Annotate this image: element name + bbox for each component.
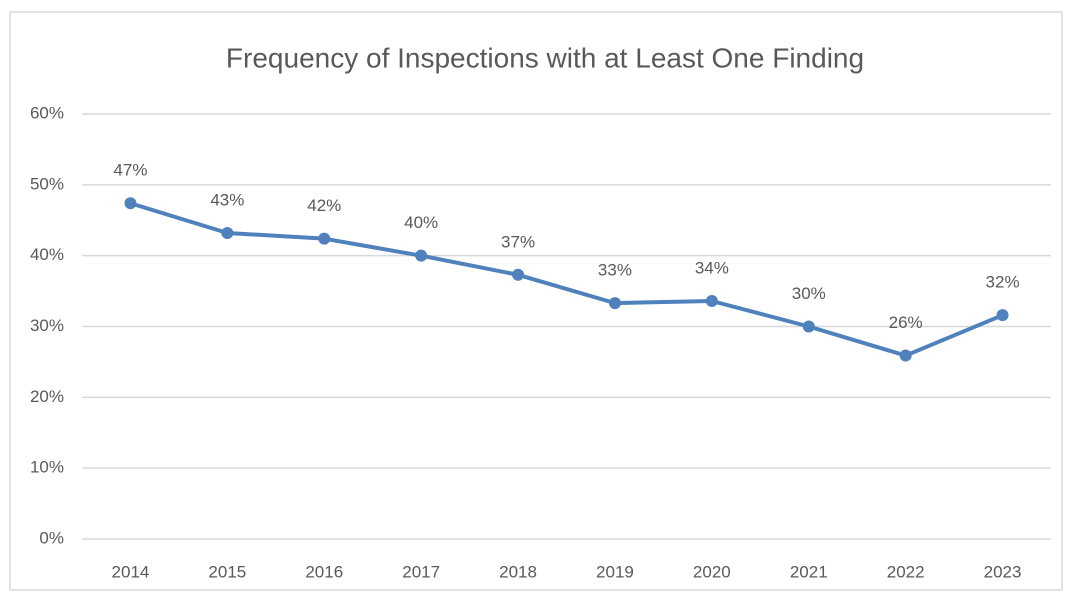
data-label: 40%: [404, 213, 438, 232]
x-tick-label: 2016: [305, 562, 343, 581]
x-tick-label: 2023: [984, 562, 1022, 581]
data-label: 43%: [210, 190, 244, 209]
x-tick-label: 2021: [790, 562, 828, 581]
y-tick-label: 30%: [30, 316, 64, 335]
x-tick-label: 2014: [112, 562, 150, 581]
y-tick-label: 60%: [30, 103, 64, 122]
chart-frame: [9, 11, 1063, 591]
x-tick-label: 2020: [693, 562, 731, 581]
point: [124, 197, 137, 210]
x-tick-label: 2015: [208, 562, 246, 581]
y-tick-label: 0%: [39, 528, 64, 547]
data-label: 34%: [695, 258, 729, 277]
point: [899, 349, 912, 362]
line: [129, 201, 1004, 358]
data-label: 26%: [889, 313, 923, 332]
y-tick-label: 40%: [30, 245, 64, 264]
data-label: 42%: [307, 196, 341, 215]
data-label: 47%: [113, 161, 147, 180]
data-label: 30%: [792, 284, 826, 303]
y-tick-label: 20%: [30, 387, 64, 406]
point: [705, 295, 718, 307]
x-tick-label: 2018: [499, 562, 537, 581]
chart-title: Frequency of Inspections with at Least O…: [226, 42, 864, 73]
data-label: 33%: [598, 261, 632, 280]
point: [221, 227, 234, 239]
point: [318, 232, 331, 245]
data-label: 32%: [986, 273, 1020, 292]
x-tick-label: 2019: [596, 562, 634, 581]
point: [802, 320, 815, 333]
x-tick-label: 2022: [887, 562, 925, 581]
x-tick-label: 2017: [402, 562, 440, 581]
point: [415, 249, 428, 262]
point: [608, 297, 621, 310]
data-label: 37%: [501, 232, 535, 251]
point: [512, 268, 525, 281]
y-tick-label: 10%: [30, 458, 64, 477]
y-tick-label: 50%: [30, 174, 64, 193]
point: [996, 309, 1009, 322]
